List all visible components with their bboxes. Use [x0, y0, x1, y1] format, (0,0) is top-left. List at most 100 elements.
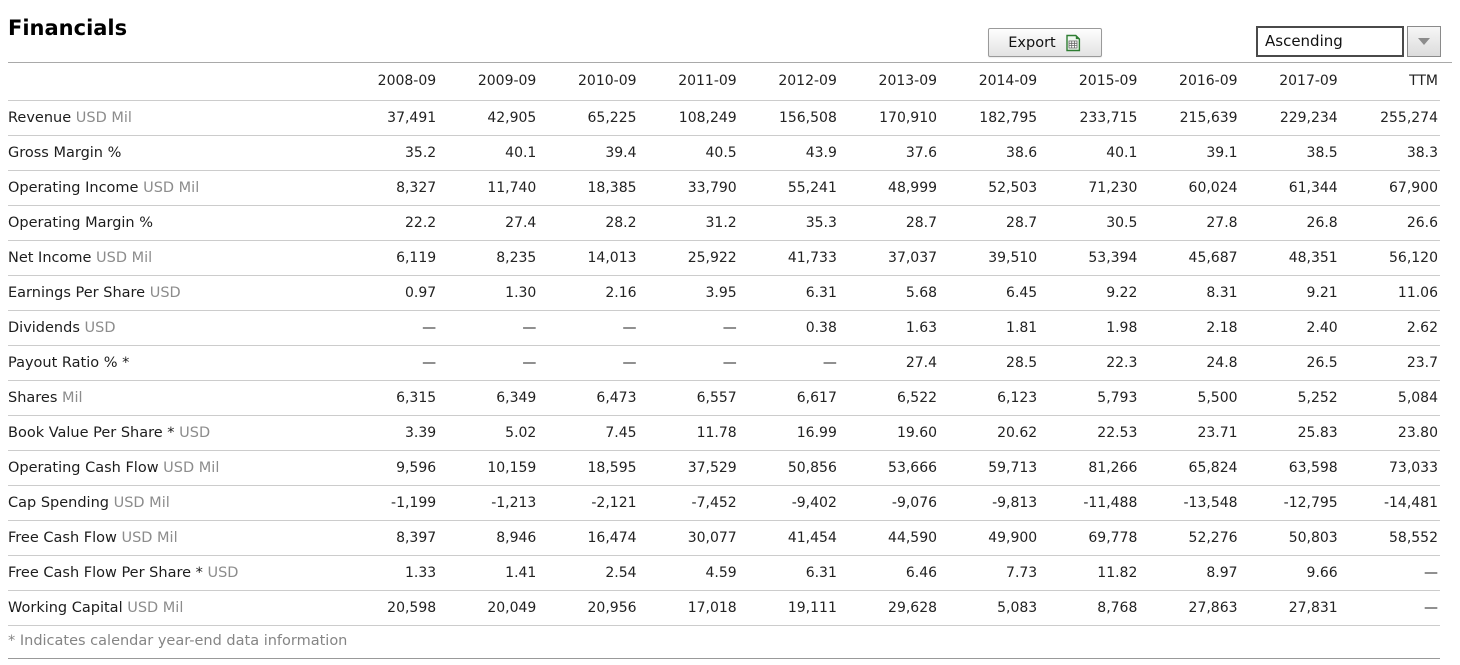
- cell-value: 71,230: [1039, 170, 1140, 206]
- cell-value: 3.39: [338, 415, 439, 451]
- row-unit: USD Mil: [116, 529, 178, 546]
- cell-value: 6.31: [738, 555, 839, 591]
- cell-value: 1.63: [838, 310, 940, 346]
- cell-value: 61,344: [1239, 170, 1340, 206]
- sort-dropdown[interactable]: Ascending: [1256, 26, 1441, 57]
- row-label-cell: Free Cash Flow USD Mil: [8, 520, 338, 556]
- cell-value: 52,503: [939, 170, 1040, 206]
- cell-value: 2.18: [1139, 310, 1240, 346]
- cell-value: 81,266: [1039, 450, 1140, 486]
- cell-value: 65,225: [538, 100, 639, 136]
- row-unit: USD: [174, 424, 211, 441]
- cell-value: —: [538, 345, 639, 381]
- cell-value: 1.81: [939, 310, 1040, 346]
- cell-value: 215,639: [1139, 100, 1240, 136]
- cell-value: 5.68: [838, 275, 940, 311]
- cell-value: 1.33: [338, 555, 439, 591]
- cell-value: 6,349: [438, 380, 539, 416]
- table-header-row: 2008-09 2009-09 2010-09 2011-09 2012-09 2013-…: [8, 63, 1440, 101]
- export-button[interactable]: Export: [988, 28, 1102, 57]
- cell-value: 33,790: [638, 170, 739, 206]
- table-header: 2008-09 2009-09 2010-09 2011-09 2012-09 2013-…: [8, 63, 1440, 101]
- row-unit: USD: [202, 564, 239, 581]
- cell-value: 5,084: [1339, 380, 1440, 416]
- cell-value: 27.8: [1139, 205, 1240, 241]
- row-unit: USD: [79, 319, 116, 336]
- cell-value: 48,999: [838, 170, 940, 206]
- cell-value: -9,813: [939, 485, 1040, 521]
- row-label: Free Cash Flow Per Share *: [8, 564, 203, 581]
- cell-value: 69,778: [1039, 520, 1140, 556]
- column-header: 2016-09: [1139, 63, 1240, 101]
- cell-value: 4.59: [638, 555, 739, 591]
- cell-value: 11,740: [438, 170, 539, 206]
- table-row: Operating Margin % 22.2 27.4 28.2 31.2 35.3 28…: [8, 205, 1440, 241]
- cell-value: 37,037: [838, 240, 940, 276]
- cell-value: 26.6: [1339, 205, 1440, 241]
- cell-value: 8,946: [438, 520, 539, 556]
- cell-value: 233,715: [1039, 100, 1140, 136]
- cell-value: -9,402: [738, 485, 839, 521]
- cell-value: 24.8: [1139, 345, 1240, 381]
- cell-value: 182,795: [939, 100, 1040, 136]
- cell-value: 20,598: [338, 590, 439, 626]
- cell-value: 229,234: [1239, 100, 1340, 136]
- cell-value: 53,666: [838, 450, 940, 486]
- cell-value: 6,473: [538, 380, 639, 416]
- cell-value: 18,385: [538, 170, 639, 206]
- cell-value: 6,557: [638, 380, 739, 416]
- cell-value: 19,111: [738, 590, 839, 626]
- table-row: Shares Mil 6,315 6,349 6,473 6,557 6,617 6,522…: [8, 380, 1440, 416]
- sort-dropdown-value[interactable]: Ascending: [1256, 26, 1404, 57]
- cell-value: 6,123: [939, 380, 1040, 416]
- row-label-cell: Earnings Per Share USD: [8, 275, 338, 311]
- table-row: Gross Margin % 35.2 40.1 39.4 40.5 43.9 37.6 38…: [8, 135, 1440, 171]
- row-label-cell: Free Cash Flow Per Share * USD: [8, 555, 338, 591]
- row-label: Working Capital: [8, 599, 123, 616]
- cell-value: 65,824: [1139, 450, 1240, 486]
- cell-value: -11,488: [1039, 485, 1140, 521]
- cell-value: 20,956: [538, 590, 639, 626]
- cell-value: 2.16: [538, 275, 639, 311]
- sort-dropdown-arrow-button[interactable]: [1407, 26, 1441, 57]
- table-footnote: * Indicates calendar year-end data infor…: [8, 626, 1440, 659]
- cell-value: 45,687: [1139, 240, 1240, 276]
- cell-value: 20,049: [438, 590, 539, 626]
- cell-value: 28.7: [939, 205, 1040, 241]
- column-header: 2008-09: [338, 63, 439, 101]
- cell-value: 38.5: [1239, 135, 1340, 171]
- cell-value: 41,454: [738, 520, 839, 556]
- cell-value: —: [438, 345, 539, 381]
- cell-value: 30,077: [638, 520, 739, 556]
- row-label: Operating Margin %: [8, 214, 154, 231]
- cell-value: 40.1: [1039, 135, 1140, 171]
- cell-value: 255,274: [1339, 100, 1440, 136]
- cell-value: 7.73: [939, 555, 1040, 591]
- cell-value: 2.54: [538, 555, 639, 591]
- table-row: Free Cash Flow USD Mil 8,397 8,946 16,474 30…: [8, 520, 1440, 556]
- column-header: 2014-09: [939, 63, 1040, 101]
- row-label-cell: Dividends USD: [8, 310, 338, 346]
- cell-value: 6,119: [338, 240, 439, 276]
- cell-value: 27.4: [438, 205, 539, 241]
- cell-value: 22.53: [1039, 415, 1140, 451]
- row-label-cell: Net Income USD Mil: [8, 240, 338, 276]
- column-header: 2013-09: [838, 63, 940, 101]
- cell-value: 27.4: [838, 345, 940, 381]
- table-row: Operating Income USD Mil 8,327 11,740 18,38…: [8, 170, 1440, 206]
- row-label: Shares: [8, 389, 58, 406]
- table-row: Free Cash Flow Per Share * USD 1.33 1.41 2.…: [8, 555, 1440, 591]
- cell-value: 22.2: [338, 205, 439, 241]
- row-unit: USD Mil: [108, 494, 170, 511]
- cell-value: 31.2: [638, 205, 739, 241]
- cell-value: 28.5: [939, 345, 1040, 381]
- cell-value: 52,276: [1139, 520, 1240, 556]
- cell-value: 9,596: [338, 450, 439, 486]
- cell-value: 50,856: [738, 450, 839, 486]
- topbar: Financials Export Ascending: [8, 0, 1452, 63]
- cell-value: 35.2: [338, 135, 439, 171]
- cell-value: 37,491: [338, 100, 439, 136]
- page-title: Financials: [8, 16, 128, 40]
- cell-value: 8.97: [1139, 555, 1240, 591]
- row-label: Operating Income: [8, 179, 139, 196]
